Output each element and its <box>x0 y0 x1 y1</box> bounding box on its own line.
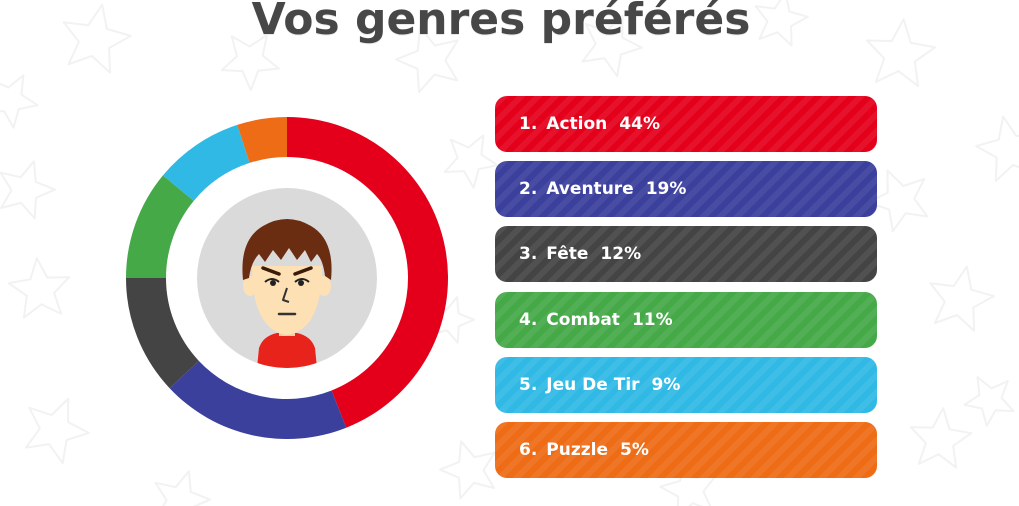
genre-row-jeu-de-tir[interactable]: 5. Jeu De Tir 9% <box>495 356 877 413</box>
genre-row-label: 6. Puzzle 5% <box>519 422 649 478</box>
background-star-icon <box>975 115 1019 182</box>
background-star-icon <box>866 18 937 88</box>
donut-slice-combat <box>126 175 194 278</box>
background-star-icon <box>581 14 643 78</box>
genre-name: Action <box>546 114 608 134</box>
row-stripe-pattern <box>495 421 877 478</box>
background-star-icon <box>220 34 280 91</box>
genre-name: Puzzle <box>546 439 609 460</box>
background-star-icon <box>929 265 995 332</box>
background-star-icon <box>7 257 71 319</box>
donut-slice-jeu-de-tir <box>162 124 250 201</box>
genre-row-action[interactable]: 1. Action 44% <box>495 96 877 152</box>
genre-name: Fête <box>546 244 589 265</box>
genre-row-puzzle[interactable]: 6. Puzzle 5% <box>495 421 877 478</box>
genre-rank: 1. <box>519 114 538 134</box>
row-stripe-pattern <box>495 96 877 152</box>
page-title: Vos genres préférés <box>251 0 751 45</box>
genre-percent: 12% <box>600 244 642 265</box>
genre-rank: 3. <box>519 244 538 265</box>
genre-percent: 9% <box>651 374 681 395</box>
donut-slice-action <box>287 117 448 428</box>
background-star-icon <box>963 376 1015 427</box>
genre-row-aventure[interactable]: 2. Aventure 19% <box>495 161 877 218</box>
mii-avatar-icon <box>242 219 332 368</box>
donut-chart-svg <box>126 117 448 439</box>
background-star-icon <box>154 470 211 506</box>
row-stripe-pattern <box>495 226 877 283</box>
genre-row-label: 3. Fête 12% <box>519 226 641 282</box>
background-star-icon <box>443 134 499 189</box>
genre-rank: 4. <box>519 309 538 330</box>
row-stripe-pattern <box>495 291 877 348</box>
genre-percent: 5% <box>620 439 649 460</box>
background-star-icon <box>0 74 39 129</box>
donut-slice-f-te <box>126 278 199 389</box>
row-stripe-pattern <box>495 356 877 413</box>
genre-rank: 6. <box>519 439 538 460</box>
genre-row-label: 2. Aventure 19% <box>519 161 686 217</box>
genre-donut-chart <box>126 117 448 439</box>
background-star-icon <box>439 440 496 500</box>
donut-slice-aventure <box>169 360 347 439</box>
background-star-icon <box>909 407 973 469</box>
genre-rank: 2. <box>519 179 538 200</box>
genre-name: Combat <box>546 309 620 330</box>
genre-row-f-te[interactable]: 3. Fête 12% <box>495 226 877 283</box>
background-star-icon <box>0 160 56 220</box>
genre-name: Aventure <box>546 179 634 200</box>
background-star-icon <box>395 26 459 94</box>
avatar <box>197 188 377 368</box>
background-star-icon <box>754 0 809 47</box>
genre-row-label: 5. Jeu De Tir 9% <box>519 357 680 413</box>
genre-rank: 5. <box>519 374 538 395</box>
genre-percent: 44% <box>619 114 660 134</box>
genre-row-combat[interactable]: 4. Combat 11% <box>495 291 877 348</box>
genre-percent: 19% <box>645 179 687 200</box>
row-stripe-pattern <box>495 161 877 218</box>
background-star-icon <box>24 397 90 465</box>
genre-name: Jeu De Tir <box>546 374 640 395</box>
genre-ranking-list: 1. Action 44% 2. Aventure 19% 3. Fête 12% 4. Comba… <box>495 96 877 487</box>
genre-percent: 11% <box>631 309 673 330</box>
background-star-icon <box>62 3 132 74</box>
donut-slice-puzzle <box>237 117 287 163</box>
genre-row-label: 1. Action 44% <box>519 96 660 152</box>
genre-row-label: 4. Combat 11% <box>519 292 673 348</box>
